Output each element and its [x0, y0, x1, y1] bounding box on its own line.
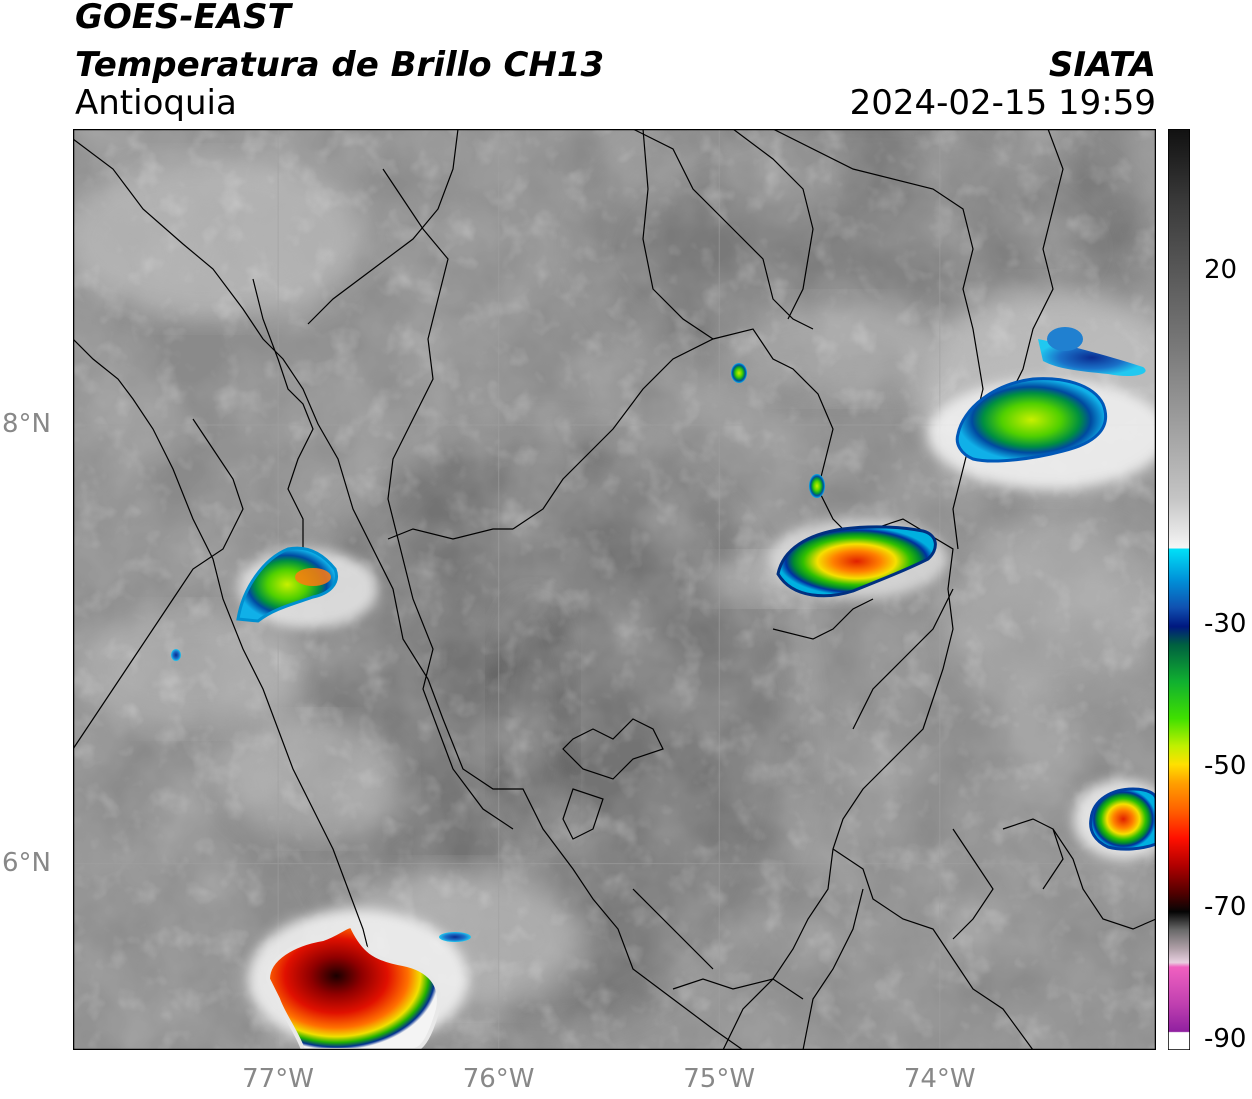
colorbar-tick-label: -30	[1204, 608, 1247, 639]
lon-tick-label: 76°W	[462, 1064, 535, 1094]
map-canvas	[72, 128, 1157, 1051]
lon-tick-label: 74°W	[903, 1064, 976, 1094]
map-frame	[72, 128, 1157, 1051]
colorbar-tick-label: -70	[1204, 892, 1247, 923]
storm-cell-small-3	[171, 649, 181, 661]
satellite-map	[72, 128, 1157, 1051]
lon-tick-label: 77°W	[242, 1064, 314, 1094]
colorbar-tick-label: 20	[1204, 254, 1238, 285]
lon-tick-label: 75°W	[683, 1064, 756, 1094]
colorbar-tick-label: -50	[1204, 750, 1247, 781]
storm-cell-central	[776, 525, 937, 598]
cold-cloud-cells	[171, 327, 1156, 1050]
agency-label: SIATA	[1048, 45, 1156, 85]
storm-cell-small-2	[809, 474, 825, 498]
storm-cell-small-4	[439, 932, 471, 942]
colorbar-tick-label: -90	[1204, 1024, 1247, 1054]
satellite-title: GOES-EAST	[75, 0, 291, 37]
storm-cell-east	[1089, 787, 1156, 851]
product-title: Temperatura de Brillo CH13	[75, 45, 605, 85]
colorbar-ramp	[1168, 129, 1190, 1050]
lat-tick-label: 6°N	[2, 847, 51, 878]
colorbar	[1168, 129, 1190, 1050]
datetime-label: 2024-02-15 19:59	[849, 83, 1156, 123]
region-label: Antioquia	[75, 83, 237, 123]
storm-cell-northeast	[955, 377, 1108, 463]
storm-cell-west	[236, 546, 338, 623]
lat-tick-label: 8°N	[2, 409, 51, 440]
storm-cell-small-1	[731, 363, 747, 383]
